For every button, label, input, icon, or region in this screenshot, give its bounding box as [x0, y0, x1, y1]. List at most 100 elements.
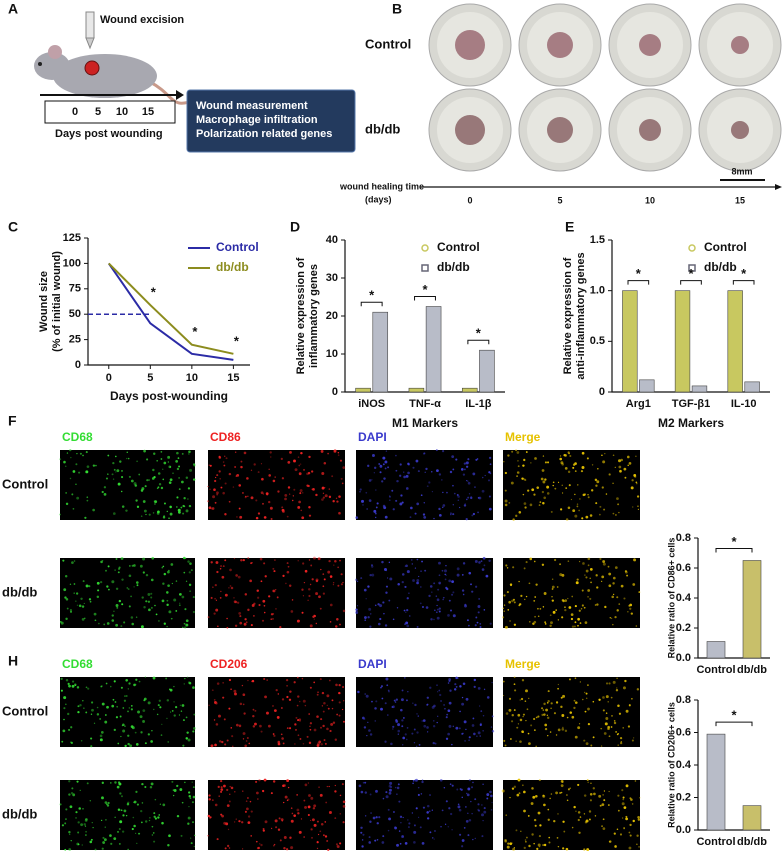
cell-dot [262, 829, 265, 832]
cell-dot [333, 450, 337, 453]
cell-dot [252, 715, 255, 718]
cell-dot [442, 504, 446, 507]
row-label: Control [2, 476, 48, 491]
cell-dot [403, 609, 406, 612]
cell-dot [135, 743, 139, 746]
cell-dot [260, 580, 263, 583]
cell-dot [123, 621, 126, 624]
cell-dot [461, 573, 464, 576]
cell-dot [557, 845, 560, 848]
cell-dot [587, 589, 591, 592]
cell-dot [273, 844, 275, 847]
cell-dot [586, 848, 590, 851]
cell-dot [585, 742, 589, 746]
cell-dot [569, 787, 571, 789]
cell-dot [151, 825, 154, 828]
cell-dot [156, 460, 158, 462]
cell-dot [463, 468, 466, 471]
cell-dot [464, 740, 466, 742]
cell-dot [101, 781, 104, 784]
cell-dot [417, 715, 419, 717]
cell-dot [226, 626, 229, 629]
cell-dot [117, 808, 121, 812]
cell-dot [542, 844, 545, 846]
cell-dot [335, 625, 338, 628]
cell-dot [223, 784, 226, 788]
cell-dot [604, 605, 607, 609]
cell-dot [301, 588, 304, 591]
cell-dot [461, 696, 464, 699]
cell-dot [194, 834, 196, 837]
cell-dot [101, 847, 104, 850]
cell-dot [188, 791, 191, 794]
cell-dot [459, 685, 462, 688]
cell-dot [544, 621, 547, 624]
cell-dot [602, 827, 606, 830]
cell-dot [559, 573, 563, 577]
cell-dot [573, 706, 576, 710]
cell-dot [77, 843, 80, 846]
cell-dot [136, 842, 138, 844]
panel-label: A [8, 1, 18, 17]
cell-dot [327, 452, 329, 455]
cell-dot [438, 561, 441, 565]
cell-dot [219, 568, 222, 570]
cell-dot [583, 606, 586, 609]
cell-dot [68, 848, 72, 851]
cell-dot [426, 731, 429, 733]
cell-dot [232, 745, 234, 747]
cell-dot [216, 682, 220, 685]
cell-dot [283, 836, 287, 839]
cell-dot [187, 487, 191, 490]
cell-dot [60, 689, 63, 692]
cell-dot [263, 604, 266, 607]
cell-dot [550, 707, 552, 709]
cell-dot [121, 830, 125, 833]
cell-dot [315, 592, 319, 596]
cell-dot [182, 719, 185, 722]
cell-dot [244, 810, 247, 813]
cell-dot [216, 838, 219, 841]
cell-dot [220, 786, 223, 789]
cell-dot [371, 453, 375, 457]
cell-dot [216, 493, 219, 496]
cell-dot [585, 697, 588, 699]
cell-dot [93, 722, 96, 724]
cell-dot [519, 718, 523, 722]
panel-label: D [290, 219, 300, 235]
cell-dot [420, 494, 423, 497]
cell-dot [330, 722, 334, 726]
cell-dot [468, 739, 470, 741]
cell-dot [503, 594, 506, 597]
cell-dot [245, 495, 247, 498]
cell-dot [403, 677, 406, 679]
cell-dot [342, 720, 345, 723]
cell-dot [426, 811, 429, 814]
cell-dot [551, 599, 554, 602]
significance: * [636, 266, 642, 281]
cell-dot [439, 582, 441, 584]
cell-dot [450, 812, 453, 816]
cell-dot [132, 816, 135, 819]
significance: * [476, 326, 482, 341]
cell-dot [381, 560, 384, 564]
cell-dot [364, 616, 367, 619]
cell-dot [629, 823, 632, 827]
cell-dot [613, 720, 616, 722]
cell-dot [239, 615, 242, 618]
cell-dot [621, 789, 624, 792]
cell-dot [393, 811, 395, 813]
cell-dot [605, 695, 609, 699]
cell-dot [474, 798, 477, 801]
cell-dot [431, 490, 434, 493]
cell-dot [331, 707, 334, 710]
cell-dot [275, 608, 277, 610]
cell-dot [426, 804, 430, 808]
cell-dot [438, 610, 441, 613]
cell-dot [160, 734, 163, 736]
cell-dot [607, 727, 610, 731]
cell-dot [559, 563, 562, 566]
cell-dot [578, 831, 581, 834]
cell-dot [461, 845, 464, 848]
cell-dot [357, 690, 360, 694]
